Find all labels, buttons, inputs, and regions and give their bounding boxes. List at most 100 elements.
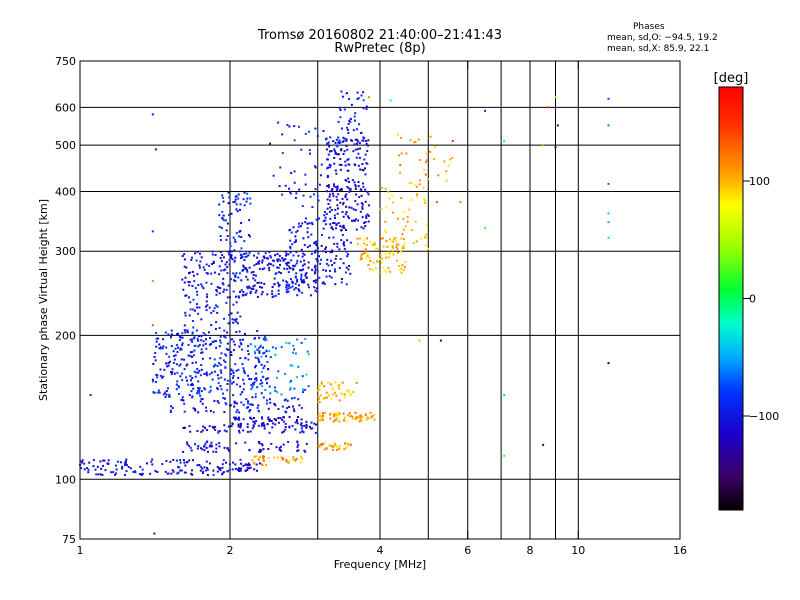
data-point	[248, 235, 251, 238]
data-point	[338, 267, 341, 269]
data-point	[305, 277, 308, 279]
data-point	[218, 327, 221, 329]
data-point	[195, 290, 198, 293]
data-point	[319, 420, 322, 423]
data-point	[239, 342, 242, 345]
data-point	[192, 274, 195, 277]
data-point	[277, 370, 280, 373]
data-point	[355, 228, 358, 231]
data-point	[258, 267, 261, 270]
data-point	[360, 202, 363, 205]
data-point	[260, 392, 263, 395]
data-point	[273, 283, 276, 286]
data-point	[253, 455, 256, 458]
data-point	[335, 189, 338, 191]
data-point	[318, 401, 321, 403]
data-point	[238, 418, 241, 421]
data-point	[247, 234, 250, 236]
data-point	[350, 206, 353, 209]
data-point	[266, 399, 268, 402]
data-point	[224, 353, 227, 356]
data-point	[288, 125, 291, 128]
data-point	[316, 389, 319, 392]
data-point	[208, 343, 211, 346]
data-point	[184, 464, 187, 467]
data-point	[238, 470, 240, 472]
data-point	[274, 353, 277, 356]
data-point	[328, 444, 331, 447]
data-point	[205, 429, 208, 431]
data-point	[321, 419, 324, 422]
data-point	[229, 338, 232, 341]
data-point	[198, 390, 200, 393]
data-point	[365, 105, 368, 108]
data-point	[212, 340, 215, 343]
colorbar-tick-label: 0	[749, 293, 756, 306]
data-point	[228, 313, 231, 316]
data-point	[261, 376, 264, 379]
data-point	[170, 333, 173, 336]
data-point	[334, 150, 336, 153]
data-point	[129, 467, 132, 470]
data-point	[338, 411, 340, 414]
data-point	[313, 251, 316, 254]
data-point	[205, 338, 207, 341]
data-point	[267, 457, 270, 460]
data-point	[381, 186, 384, 189]
data-point	[352, 417, 354, 420]
data-point	[341, 381, 344, 384]
data-point	[138, 473, 141, 475]
data-point	[234, 418, 237, 421]
data-point	[199, 469, 202, 472]
data-point	[125, 470, 128, 473]
data-point	[422, 186, 425, 189]
data-point	[354, 112, 357, 115]
data-point	[274, 389, 277, 392]
data-point	[380, 254, 382, 257]
data-point	[225, 238, 228, 241]
data-point	[252, 288, 255, 290]
data-point	[300, 273, 303, 276]
data-point	[184, 331, 187, 334]
data-point	[224, 366, 227, 369]
data-point	[347, 169, 350, 172]
data-point	[390, 240, 393, 242]
data-point	[284, 258, 287, 261]
data-point	[193, 280, 196, 283]
data-point	[116, 460, 119, 463]
data-point	[343, 108, 346, 111]
data-point	[183, 461, 186, 464]
data-point	[364, 414, 367, 417]
data-point	[363, 242, 366, 245]
data-point	[280, 272, 282, 275]
data-point	[330, 276, 333, 279]
data-point	[334, 270, 337, 273]
data-point	[384, 187, 387, 190]
data-point	[252, 420, 255, 423]
data-point	[283, 267, 286, 270]
data-point	[244, 332, 246, 335]
data-point	[382, 266, 385, 269]
data-point	[335, 144, 338, 147]
data-point	[484, 109, 487, 112]
data-point	[329, 199, 332, 202]
data-point	[266, 257, 269, 260]
data-point	[340, 90, 343, 93]
data-point	[314, 188, 317, 191]
data-point	[241, 269, 244, 272]
data-point	[252, 274, 255, 276]
y-axis-label: Stationary phase Virtual Height [km]	[37, 199, 50, 401]
data-point	[288, 187, 290, 190]
data-point	[218, 273, 221, 276]
data-point	[229, 278, 232, 281]
data-point	[354, 138, 357, 141]
data-point	[222, 256, 225, 259]
data-point	[330, 259, 332, 262]
data-point	[166, 472, 169, 475]
data-point	[348, 181, 350, 183]
data-point	[380, 237, 383, 240]
data-point	[260, 363, 263, 366]
data-point	[223, 397, 226, 400]
data-point	[115, 468, 118, 471]
data-point	[233, 318, 236, 321]
